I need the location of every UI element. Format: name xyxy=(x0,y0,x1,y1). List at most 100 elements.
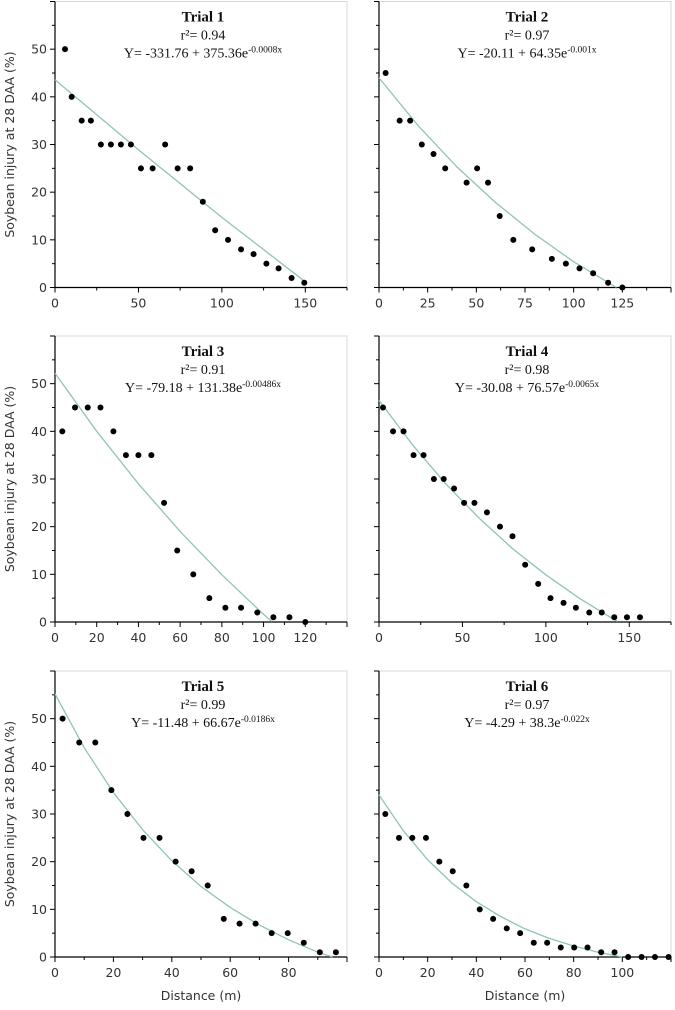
data-point xyxy=(598,609,605,616)
data-point xyxy=(72,404,79,411)
data-point xyxy=(87,117,94,124)
data-point xyxy=(149,165,156,172)
data-point xyxy=(548,255,555,262)
data-point xyxy=(560,599,567,606)
fit-equation: Y= -4.29 + 38.3e-0.022x xyxy=(464,715,590,731)
y-tick-label: 40 xyxy=(31,89,47,104)
plot-frame xyxy=(379,670,672,957)
data-point xyxy=(174,547,181,554)
data-point xyxy=(137,165,144,172)
fit-curve xyxy=(54,372,273,622)
x-axis-title: Distance (m) xyxy=(161,988,242,1003)
data-point xyxy=(522,561,529,568)
data-point xyxy=(174,165,181,172)
fit-equation-base: Y= -20.11 + 64.35e xyxy=(457,47,567,62)
data-point xyxy=(84,404,91,411)
data-point xyxy=(636,614,643,621)
data-point xyxy=(190,571,197,578)
y-axis-title: Soybean injury at 28 DAA (%) xyxy=(2,721,17,907)
data-point xyxy=(471,499,478,506)
data-point xyxy=(665,954,672,960)
r-squared-label: r²= 0.94 xyxy=(181,29,226,44)
data-point xyxy=(382,70,389,76)
fit-equation-base: Y= -30.08 + 76.57e xyxy=(455,381,565,396)
x-tick-label: 150 xyxy=(293,296,317,311)
fit-curve xyxy=(54,79,306,283)
data-point xyxy=(127,141,134,148)
x-tick-label: 50 xyxy=(130,296,146,311)
x-tick-label: 100 xyxy=(610,965,634,980)
y-tick-label: 20 xyxy=(31,854,47,869)
fit-curve xyxy=(378,77,617,289)
y-axis-title: Soybean injury at 28 DAA (%) xyxy=(2,386,17,572)
y-tick-label: 50 xyxy=(31,42,47,57)
fit-equation-base: Y= -331.76 + 375.36e xyxy=(124,47,248,62)
data-point xyxy=(430,476,437,482)
data-point xyxy=(461,499,468,506)
data-point xyxy=(225,236,232,243)
x-tick-label: 40 xyxy=(130,630,146,645)
data-point xyxy=(238,604,245,611)
data-point xyxy=(300,939,307,946)
x-tick-label: 60 xyxy=(222,965,238,980)
x-tick-label: 80 xyxy=(281,965,297,980)
y-tick-label: 40 xyxy=(31,424,47,439)
fit-equation: Y= -30.08 + 76.57e-0.0065x xyxy=(455,380,600,396)
fit-equation-exponent: -0.0065x xyxy=(565,380,599,390)
plot-frame xyxy=(55,1,348,288)
data-point xyxy=(509,533,516,540)
data-point xyxy=(410,452,417,459)
panel-trial-2: 0 25 50 75 100 125 Trial 2 r²= 0.97 Y= -20.11 + … xyxy=(374,1,672,311)
plot-frame xyxy=(379,1,672,288)
data-point xyxy=(562,260,569,267)
data-point xyxy=(301,279,308,286)
data-point xyxy=(651,954,658,960)
x-tick-label: 0 xyxy=(375,630,383,645)
data-point xyxy=(382,811,389,817)
data-point xyxy=(222,604,229,611)
data-point xyxy=(254,609,261,616)
y-tick-label: 50 xyxy=(31,376,47,391)
plot-frame xyxy=(55,335,348,622)
x-tick-label: 50 xyxy=(468,296,484,311)
data-point xyxy=(586,609,593,616)
x-tick-label: 100 xyxy=(210,296,234,311)
data-point xyxy=(496,523,503,530)
data-point xyxy=(535,580,542,587)
data-point xyxy=(284,930,291,937)
data-point xyxy=(517,930,524,937)
fit-equation-exponent: -0.0008x xyxy=(248,46,282,56)
y-tick-label: 50 xyxy=(31,711,47,726)
data-point xyxy=(422,834,429,841)
y-tick-label: 30 xyxy=(31,137,47,152)
data-point xyxy=(584,944,591,951)
x-tick-label: 100 xyxy=(252,630,276,645)
r-squared-label: r²= 0.91 xyxy=(181,363,226,378)
data-point xyxy=(571,944,578,951)
data-point xyxy=(510,236,517,243)
x-tick-label: 50 xyxy=(454,630,470,645)
fit-equation-exponent: -0.00486x xyxy=(242,380,281,390)
data-point xyxy=(68,93,75,100)
data-point xyxy=(212,227,219,234)
fit-equation: Y= -79.18 + 131.38e-0.00486x xyxy=(125,380,281,396)
data-point xyxy=(135,452,142,459)
data-point xyxy=(557,944,564,951)
fit-equation-exponent: -0.0186x xyxy=(241,715,275,725)
fit-equation-exponent: -0.022x xyxy=(560,715,590,725)
data-point xyxy=(288,274,295,281)
r-squared-label: r²= 0.99 xyxy=(181,698,226,713)
data-point xyxy=(332,949,339,956)
data-point xyxy=(420,452,427,459)
x-tick-label: 0 xyxy=(51,965,59,980)
fit-equation-exponent: -0.001x xyxy=(567,46,597,56)
x-tick-label: 0 xyxy=(375,296,383,311)
fit-equation-base: Y= -11.48 + 66.67e xyxy=(131,716,241,731)
data-point xyxy=(238,246,245,253)
data-point xyxy=(275,265,282,272)
data-point xyxy=(59,428,66,435)
fit-curve xyxy=(378,400,618,623)
data-point xyxy=(250,251,257,258)
data-point xyxy=(436,858,443,865)
y-tick-label: 20 xyxy=(31,519,47,534)
